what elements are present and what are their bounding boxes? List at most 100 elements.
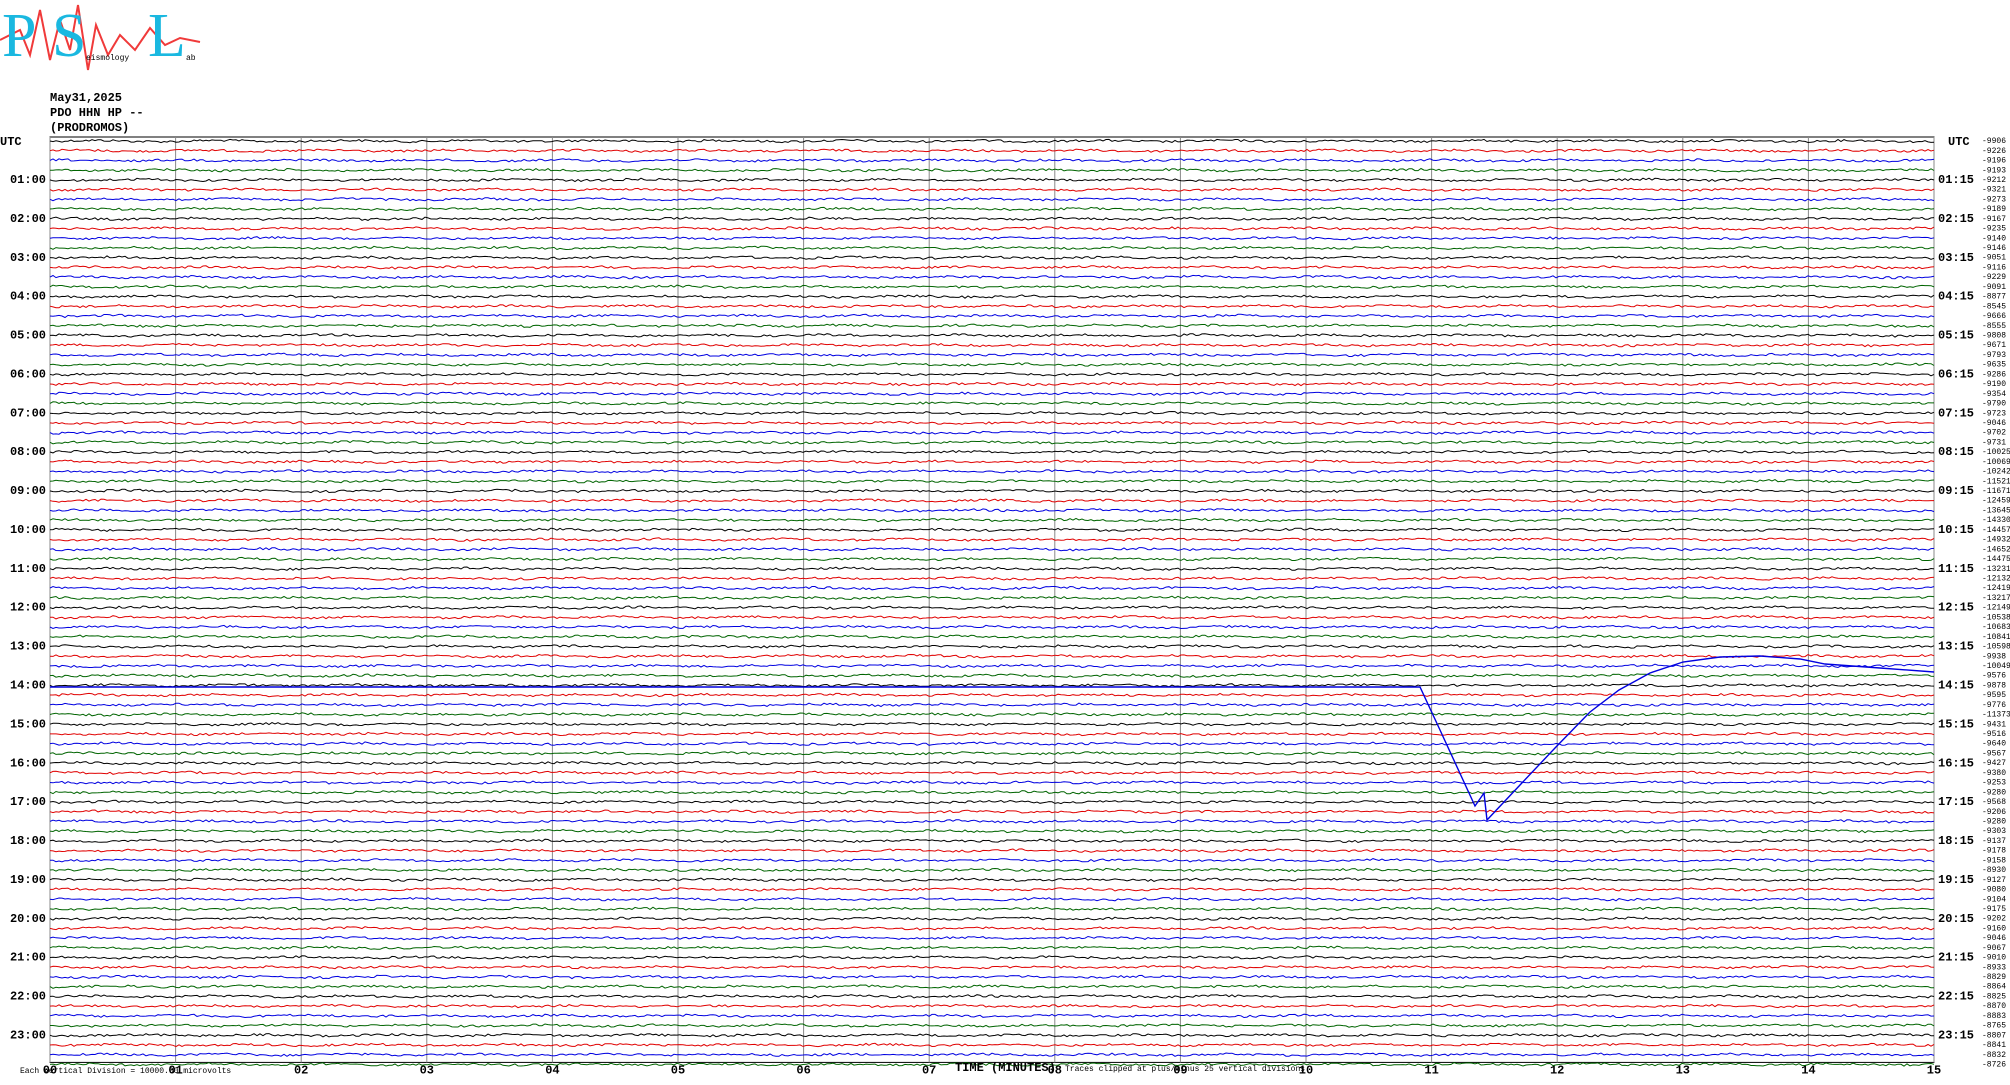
trace-offset: -9175 (1982, 905, 2006, 914)
trace-offset: -9010 (1982, 954, 2006, 963)
trace-offset: -9116 (1982, 263, 2006, 272)
trace-offset: -10025 (1982, 448, 2010, 457)
x-tick-label: 12 (1550, 1064, 1564, 1078)
trace (49, 984, 1935, 989)
trace (49, 245, 1934, 251)
plot-frame (49, 136, 1935, 1063)
trace (49, 537, 1935, 542)
hour-label-right: 22:15 (1938, 990, 1974, 1004)
trace (49, 274, 1935, 280)
station: PDO HHN HP -- (50, 106, 144, 120)
trace (49, 916, 1935, 921)
trace-offset: -9202 (1982, 915, 2006, 924)
trace (49, 964, 1935, 970)
hour-label-left: 05:00 (10, 329, 46, 343)
trace (49, 216, 1935, 221)
trace (49, 556, 1935, 562)
trace-offset: -10683 (1982, 623, 2010, 632)
hour-label-right: 13:15 (1938, 640, 1974, 654)
trace-offset: -9790 (1982, 400, 2006, 409)
trace-offset: -9146 (1982, 244, 2006, 253)
trace (49, 362, 1935, 367)
trace (49, 478, 1935, 484)
trace (49, 751, 1935, 756)
trace-offset: -9067 (1982, 944, 2006, 953)
trace (49, 1003, 1935, 1009)
trace-offset: -9226 (1982, 147, 2006, 156)
trace-offset: -8930 (1982, 866, 2006, 875)
trace-offset: -14652 (1982, 545, 2010, 554)
trace-offset: -8883 (1982, 1012, 2006, 1021)
trace (49, 741, 1935, 746)
trace-offset: -11671 (1982, 487, 2010, 496)
trace-offset: -9235 (1982, 225, 2006, 234)
hour-label-left: 12:00 (10, 601, 46, 615)
trace (49, 653, 1935, 659)
trace (49, 595, 1935, 601)
hour-label-left: 20:00 (10, 912, 46, 926)
trace-offset: -9178 (1982, 847, 2006, 856)
trace-offset: -9671 (1982, 341, 2006, 350)
trace-offset: -9051 (1982, 254, 2006, 263)
trace-offset: -9666 (1982, 312, 2006, 321)
trace (49, 770, 1935, 775)
trace (49, 780, 1935, 785)
trace-offset: -10538 (1982, 613, 2010, 622)
hour-label-left: 02:00 (10, 212, 46, 226)
trace-offset: -9190 (1982, 380, 2006, 389)
trace (49, 955, 1935, 960)
hour-label-right: 21:15 (1938, 951, 1974, 965)
hour-label-right: 05:15 (1938, 329, 1974, 343)
trace-offset: -9938 (1982, 652, 2006, 661)
hour-label-right: 19:15 (1938, 873, 1974, 887)
hour-label-right: 23:15 (1938, 1028, 1974, 1042)
hour-label-left: 06:00 (10, 367, 46, 381)
trace (49, 790, 1935, 795)
logo-letter: P (2, 2, 36, 70)
trace (49, 449, 1935, 455)
hour-label-left: 21:00 (10, 951, 46, 965)
hour-label-left: 17:00 (10, 795, 46, 809)
x-tick-label: 04 (545, 1064, 559, 1078)
trace (49, 858, 1935, 863)
trace (49, 197, 1935, 202)
trace-offset: -9595 (1982, 691, 2006, 700)
right-title: UTC (1948, 135, 1970, 149)
trace-offset: -10841 (1982, 633, 2010, 642)
x-tick-label: 14 (1801, 1064, 1815, 1078)
trace (49, 148, 1935, 153)
trace-offset: -13645 (1982, 506, 2010, 515)
logo-text: ab (186, 54, 196, 63)
trace (50, 1023, 1935, 1028)
trace-offset: -9160 (1982, 924, 2006, 933)
hour-label-right: 18:15 (1938, 834, 1974, 848)
trace-offset: -9878 (1982, 681, 2006, 690)
trace (49, 372, 1935, 377)
trace (49, 1033, 1934, 1038)
x-tick-label: 10 (1299, 1064, 1313, 1078)
trace-offset: -9303 (1982, 827, 2006, 836)
trace (49, 235, 1935, 241)
hour-label-right: 09:15 (1938, 484, 1974, 498)
logo: P S L eismology ab (0, 2, 201, 70)
trace-offset: -9731 (1982, 438, 2006, 447)
trace (49, 566, 1935, 571)
x-tick-label: 11 (1424, 1064, 1438, 1078)
trace-offset: -9280 (1982, 818, 2006, 827)
trace (49, 177, 1935, 183)
hour-label-left: 07:00 (10, 406, 46, 420)
hour-label-right: 01:15 (1938, 173, 1974, 187)
trace (49, 333, 1935, 338)
hour-label-left: 04:00 (10, 290, 46, 304)
trace-offset: -9046 (1982, 934, 2006, 943)
trace (49, 585, 1935, 591)
x-axis-title: TIME (MINUTES) (955, 1061, 1056, 1075)
hour-label-left: 23:00 (10, 1028, 46, 1042)
trace (49, 430, 1935, 435)
hour-label-left: 19:00 (10, 873, 46, 887)
trace-offset: -11373 (1982, 711, 2010, 720)
trace (49, 206, 1935, 212)
trace-offset: -8726 (1982, 1061, 2006, 1070)
trace (49, 935, 1935, 941)
trace (49, 138, 1935, 144)
